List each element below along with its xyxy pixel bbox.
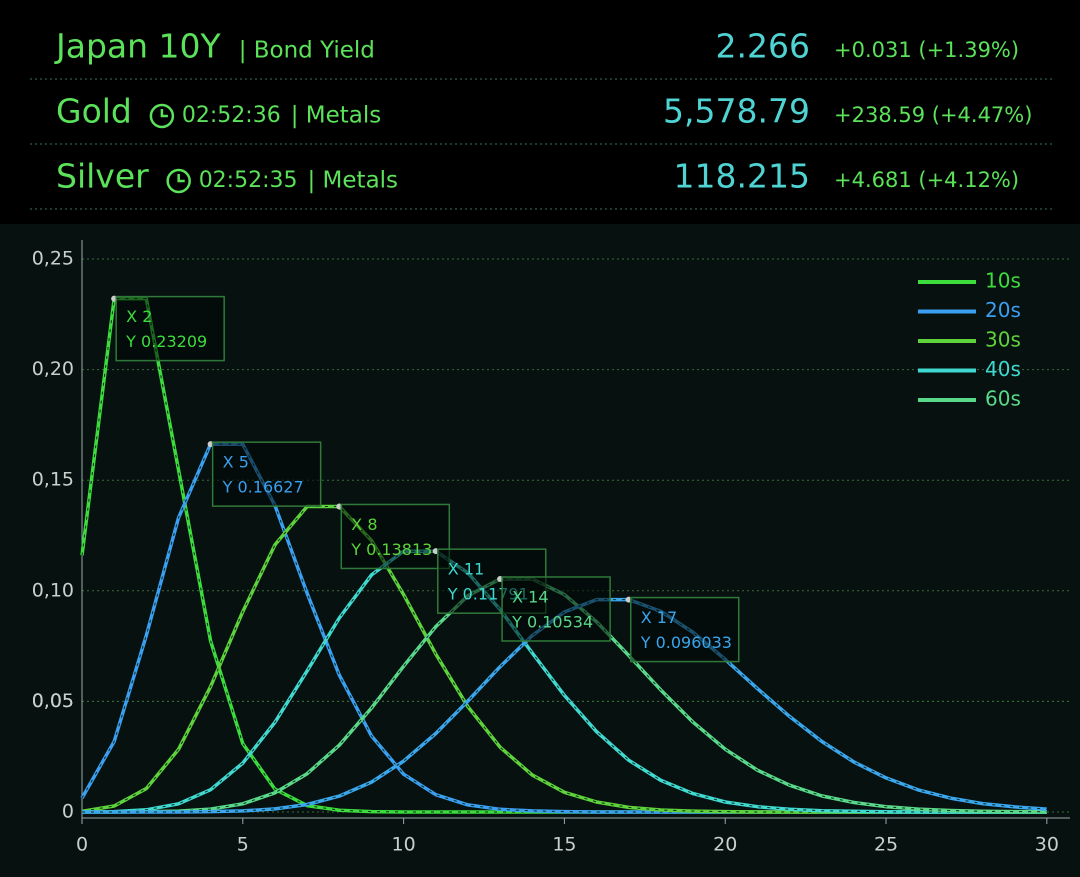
price-change: +0.031 (+1.39%) [834, 38, 1019, 62]
instrument-name: Gold [56, 92, 132, 131]
timestamp: 02:52:36 [182, 103, 281, 128]
series-line-dash [81, 506, 1047, 813]
legend-label: 40s [985, 357, 1021, 381]
price: 2.266 [716, 27, 810, 66]
x-tick-label: 5 [237, 834, 249, 856]
instrument-category: | Metals [291, 103, 382, 129]
instrument-category: | Bond Yield [239, 38, 375, 64]
series-line-dash [81, 550, 1047, 813]
annotation-box [211, 441, 322, 507]
x-tick-label: 30 [1035, 834, 1059, 856]
annotation-box [629, 596, 740, 663]
legend-label: 60s [985, 387, 1021, 411]
clock-hands [177, 174, 185, 183]
y-tick-label: 0,10 [32, 579, 74, 601]
annotation-y: Y 0.13813 [350, 540, 432, 559]
annotation-x: X 14 [512, 587, 548, 606]
y-tick-label: 0,20 [32, 358, 74, 380]
clock-icon [166, 168, 191, 194]
annotation-box [501, 576, 611, 642]
legend-label: 20s [985, 298, 1021, 322]
instrument-name: Silver [56, 157, 149, 196]
clock-icon [149, 103, 175, 129]
price-change: +4.681 (+4.12%) [834, 168, 1019, 192]
y-tick-label: 0,25 [32, 248, 74, 270]
annotation-x: X 2 [126, 307, 152, 326]
y-tick-label: 0,05 [32, 690, 74, 712]
y-tick-label: 0,15 [32, 469, 74, 491]
x-tick-label: 20 [713, 834, 737, 856]
x-tick-label: 25 [874, 834, 898, 856]
y-tick-label: 0,05 [32, 690, 74, 712]
price-change: +238.59 (+4.47%) [834, 103, 1032, 127]
annotation-x: X 11 [448, 560, 484, 579]
x-tick-label: 10 [392, 834, 416, 856]
legend-label: 30s [985, 328, 1021, 352]
annotation-box [340, 503, 451, 570]
instrument-name: Japan 10Y [54, 27, 222, 66]
legend-label: 10s [985, 269, 1021, 293]
price: 118.215 [674, 157, 810, 196]
annotation-y: Y 0.10534 [511, 612, 593, 631]
annotation-y: Y 0.096033 [640, 633, 732, 652]
annotation-x: X 17 [641, 608, 677, 627]
timestamp: 02:52:35 [199, 168, 298, 193]
x-tick-label: 0 [76, 834, 88, 856]
annotation-y: Y 0.16627 [222, 478, 304, 497]
clock-hands [160, 109, 168, 118]
annotation-x: X 8 [351, 515, 377, 534]
price: 5,578.79 [663, 92, 810, 131]
annotation-x: X 5 [223, 453, 249, 472]
annotation-box [115, 295, 225, 362]
annotation-y: Y 0.23209 [125, 332, 207, 351]
x-tick-label: 15 [552, 834, 576, 856]
y-tick-label: 0 [62, 801, 74, 823]
instrument-category: | Metals [308, 168, 399, 194]
